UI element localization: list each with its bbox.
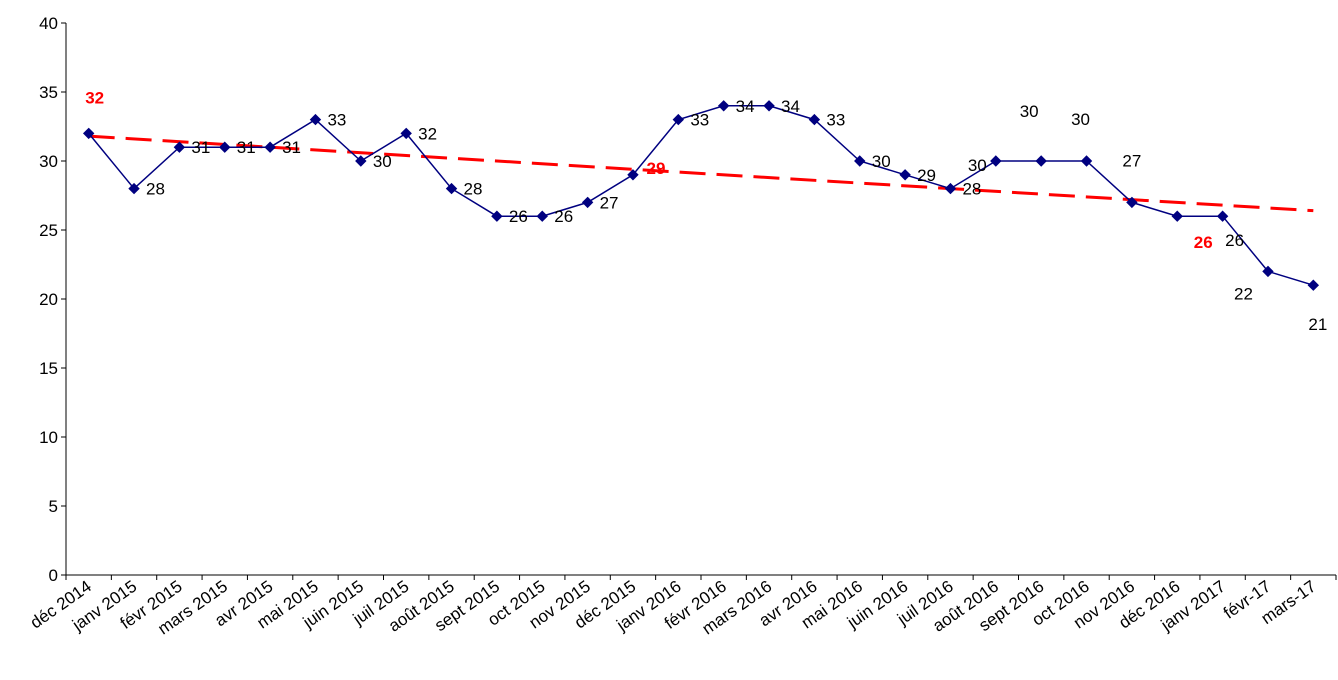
data-label: 31 — [191, 138, 210, 157]
data-label: 21 — [1308, 315, 1327, 334]
series-line — [88, 105, 1314, 286]
data-label: 30 — [968, 156, 987, 175]
data-point-marker — [627, 169, 639, 181]
data-label: 32 — [418, 124, 437, 143]
trendline-group — [88, 134, 1314, 213]
data-point-marker — [944, 182, 957, 195]
y-tick-label: 30 — [39, 152, 58, 171]
data-point-marker — [899, 169, 911, 181]
highlight-data-label: 32 — [85, 88, 104, 107]
data-point-marker — [355, 155, 367, 167]
data-point-marker — [82, 127, 95, 140]
y-tick-label: 0 — [49, 566, 58, 585]
data-label: 31 — [237, 138, 256, 157]
trendline — [88, 134, 1314, 213]
data-point-marker — [264, 141, 276, 153]
data-point-marker — [1035, 155, 1047, 167]
data-label: 27 — [1122, 151, 1141, 170]
data-point-marker — [128, 182, 140, 195]
data-label: 33 — [690, 111, 709, 130]
data-point-marker — [717, 100, 730, 112]
data-label: 26 — [509, 207, 528, 226]
data-point-marker — [1216, 210, 1229, 222]
data-label: 31 — [282, 138, 301, 157]
data-labels-group: 32 28 31 31 31 33 30 32 28 26 26 27 29 33 34 34 33 30 29 28… — [85, 88, 1327, 334]
data-label: 28 — [962, 180, 981, 199]
data-point-marker — [1126, 196, 1138, 209]
chart-axes — [61, 22, 1337, 580]
data-point-marker — [1262, 265, 1274, 278]
data-label: 33 — [826, 111, 845, 130]
data-label: 33 — [327, 111, 346, 130]
data-label: 30 — [1071, 110, 1090, 129]
data-label: 30 — [872, 152, 891, 171]
data-label: 28 — [146, 180, 165, 199]
data-label: 34 — [781, 97, 800, 116]
data-label: 22 — [1234, 284, 1253, 303]
data-point-marker — [309, 113, 322, 126]
data-point-marker — [1307, 279, 1320, 291]
data-point-marker — [1080, 155, 1093, 167]
data-point-marker — [763, 100, 775, 112]
highlight-data-label: 26 — [1194, 233, 1213, 252]
data-point-marker — [808, 113, 821, 126]
y-tick-label: 40 — [39, 14, 58, 33]
y-tick-label: 25 — [39, 221, 58, 240]
data-point-marker — [219, 141, 231, 153]
data-label: 34 — [736, 97, 755, 116]
data-point-marker — [854, 155, 866, 167]
data-label: 26 — [1225, 231, 1244, 250]
y-axis-tick-labels: 0 5 10 15 20 25 30 35 40 — [39, 14, 58, 585]
data-label: 29 — [917, 166, 936, 185]
data-point-marker — [536, 210, 548, 222]
data-label: 28 — [464, 180, 483, 199]
highlight-data-label: 29 — [647, 159, 666, 178]
y-tick-label: 10 — [39, 428, 58, 447]
data-label: 30 — [1020, 102, 1039, 121]
data-point-marker — [672, 113, 685, 126]
data-label: 30 — [373, 152, 392, 171]
data-point-marker — [491, 210, 503, 222]
y-tick-label: 35 — [39, 83, 58, 102]
data-label: 26 — [554, 207, 573, 226]
data-point-marker — [400, 127, 412, 140]
series-group — [82, 100, 1320, 291]
data-point-marker — [581, 196, 594, 209]
y-tick-label: 15 — [39, 359, 58, 378]
y-tick-label: 5 — [49, 497, 58, 516]
y-tick-label: 20 — [39, 290, 58, 309]
data-label: 27 — [600, 193, 619, 212]
data-point-marker — [1171, 210, 1183, 222]
data-point-marker — [990, 155, 1002, 167]
data-point-marker — [445, 182, 458, 195]
data-point-marker — [173, 141, 186, 153]
